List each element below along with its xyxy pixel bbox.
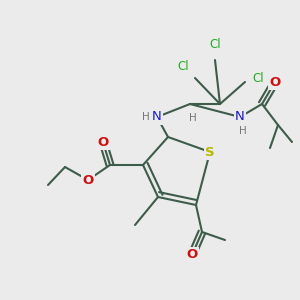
Text: O: O <box>82 173 94 187</box>
Text: Cl: Cl <box>177 61 189 74</box>
Text: O: O <box>269 76 281 88</box>
Text: O: O <box>98 136 109 148</box>
Text: H: H <box>239 126 247 136</box>
Text: N: N <box>235 110 245 124</box>
Text: H: H <box>189 113 197 123</box>
Text: N: N <box>152 110 162 124</box>
Text: S: S <box>205 146 215 158</box>
Text: Cl: Cl <box>209 38 221 52</box>
Text: O: O <box>186 248 198 262</box>
Text: Cl: Cl <box>252 71 264 85</box>
Text: H: H <box>142 112 150 122</box>
